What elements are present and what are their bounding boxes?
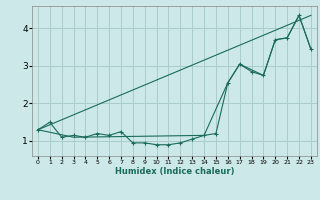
X-axis label: Humidex (Indice chaleur): Humidex (Indice chaleur) [115, 167, 234, 176]
